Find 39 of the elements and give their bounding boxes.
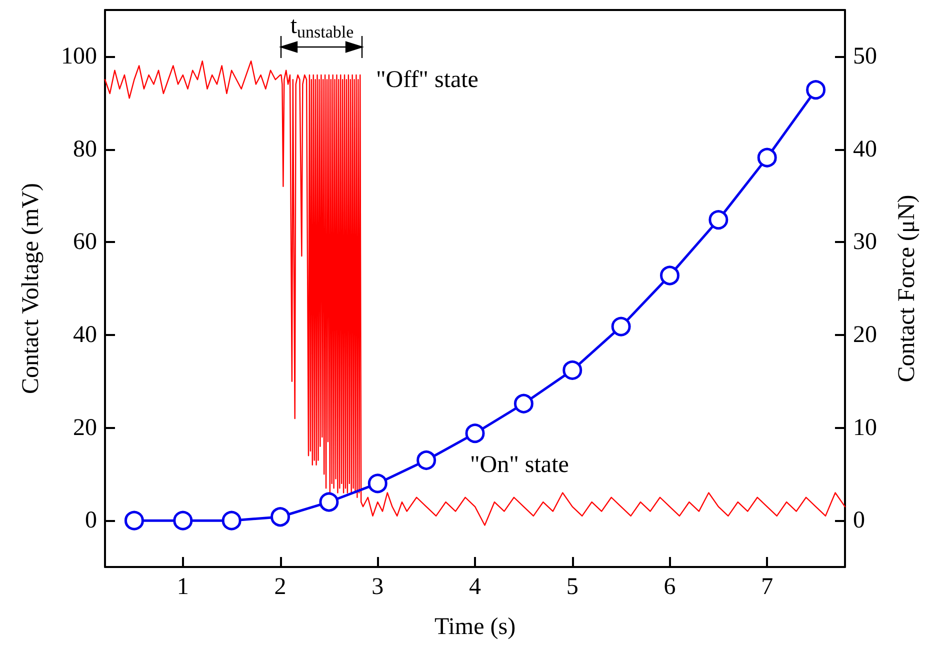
point (124, 510, 144, 530)
y2-tick-label: 0 (853, 508, 865, 534)
point (708, 210, 728, 230)
point (757, 148, 777, 168)
x-tick-label: 4 (469, 574, 481, 600)
point (173, 510, 193, 530)
y-tick-label: 100 (61, 43, 97, 70)
point (611, 316, 631, 336)
point (660, 266, 680, 286)
point (270, 507, 290, 527)
point (319, 492, 339, 512)
y-axis-title: Contact Voltage (mV) (18, 182, 44, 394)
point (465, 424, 485, 444)
annotation: "On" state (470, 452, 569, 478)
point (222, 510, 242, 530)
x-tick-label: 7 (761, 574, 774, 600)
x-tick-label: 5 (566, 574, 578, 600)
point (562, 360, 582, 380)
y-tick-label: 60 (73, 229, 97, 256)
x-tick-label: 1 (176, 574, 189, 600)
point (416, 450, 436, 470)
y2-tick-label: 10 (853, 414, 877, 441)
point (368, 474, 388, 494)
x-tick-label: 3 (372, 574, 384, 600)
y2-tick-label: 20 (853, 322, 877, 348)
y2-tick-label: 50 (853, 43, 877, 70)
y-tick-label: 80 (73, 136, 97, 162)
y-tick-label: 20 (73, 414, 97, 441)
y2-tick-label: 30 (853, 229, 877, 256)
x-tick-label: 2 (274, 574, 286, 600)
x-tick-label: 6 (664, 574, 676, 600)
y-tick-label: 40 (73, 322, 97, 348)
y2-axis-title: Contact Force (μN) (894, 194, 920, 382)
point (806, 80, 826, 100)
y-tick-label: 0 (85, 508, 97, 534)
y2-tick-label: 40 (853, 136, 877, 162)
x-axis-title: Time (s) (434, 614, 516, 640)
annotation: "Off" state (376, 67, 478, 93)
point (514, 394, 534, 414)
